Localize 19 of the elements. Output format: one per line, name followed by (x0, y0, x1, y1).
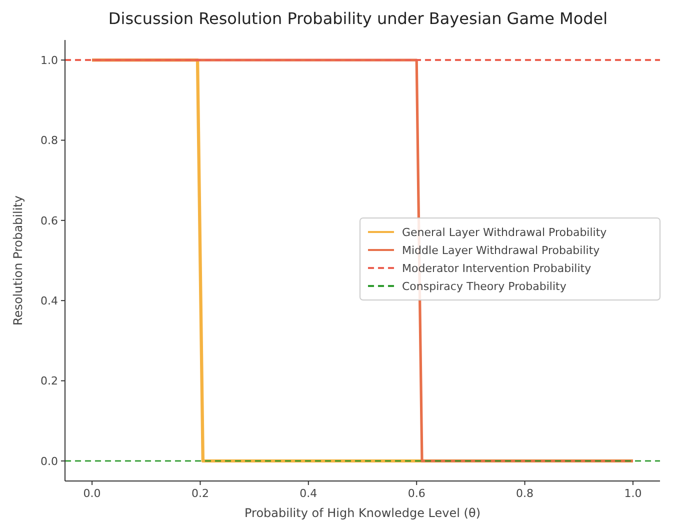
chart-title: Discussion Resolution Probability under Bayesian Game Model (108, 9, 608, 28)
legend-label: Middle Layer Withdrawal Probability (402, 244, 600, 257)
y-tick-label: 0.8 (40, 134, 58, 148)
x-tick-label: 0.2 (191, 487, 209, 500)
legend-label: General Layer Withdrawal Probability (402, 226, 608, 239)
x-tick-label: 0.0 (83, 487, 101, 500)
y-tick-label: 0.4 (40, 294, 58, 308)
y-tick-label: 1.0 (40, 54, 58, 67)
legend-label: Moderator Intervention Probability (402, 262, 592, 275)
legend-label: Conspiracy Theory Probability (402, 280, 567, 293)
y-tick-label: 0.2 (40, 374, 58, 388)
x-tick-label: 1.0 (624, 487, 642, 500)
y-tick-label: 0.6 (40, 214, 58, 228)
y-axis-title: Resolution Probability (11, 196, 25, 326)
x-tick-label: 0.4 (300, 487, 318, 500)
x-tick-label: 0.8 (516, 487, 534, 500)
y-tick-label: 0.0 (40, 454, 58, 468)
x-axis-title: Probability of High Knowledge Level (θ) (244, 506, 480, 520)
x-tick-label: 0.6 (408, 487, 426, 500)
